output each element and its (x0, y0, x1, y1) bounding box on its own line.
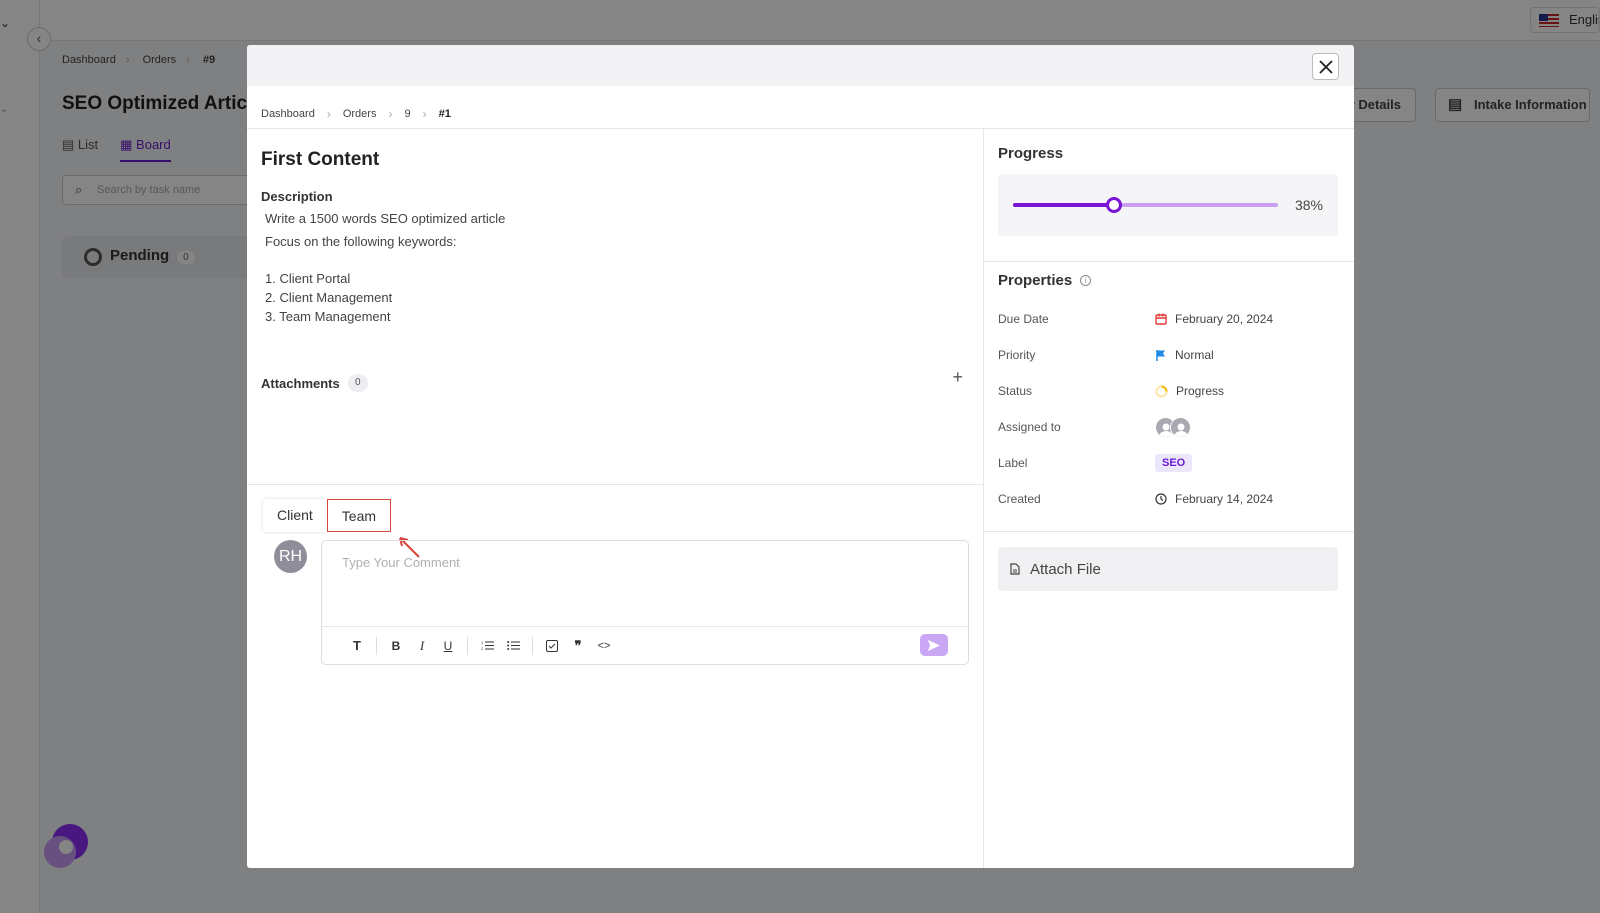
collapse-sidebar-button[interactable]: ‹ (27, 27, 51, 51)
text-style-icon[interactable]: T (353, 638, 361, 653)
progress-panel: 38% (998, 174, 1338, 236)
property-assigned: Assigned to (998, 416, 1328, 438)
code-icon[interactable]: <> (597, 639, 611, 652)
progress-slider[interactable] (1013, 197, 1278, 213)
board-view-tab[interactable]: ▦ Board (120, 137, 171, 162)
crumb-task: #1 (438, 108, 451, 120)
property-label: Label SEO (998, 453, 1328, 473)
divider (984, 531, 1354, 532)
modal-header (247, 45, 1354, 86)
file-icon (1010, 563, 1020, 575)
chevron-down-icon[interactable]: ⌄ (0, 16, 11, 30)
crumb-order[interactable]: 9 (404, 108, 411, 120)
bullet-list-icon[interactable] (500, 633, 526, 659)
pending-status-icon (84, 248, 102, 266)
clock-icon (1155, 493, 1167, 505)
pending-column-header: Pending 0 (62, 236, 262, 278)
attachments-header: Attachments 0 (261, 374, 368, 392)
property-created: Created February 14, 2024 (998, 489, 1328, 509)
comment-tabs: Client Team (263, 499, 392, 532)
property-status: Status Progress (998, 381, 1328, 401)
info-icon[interactable]: i (1080, 275, 1092, 286)
task-modal: Dashboard › Orders › 9 › #1 First Content D… (247, 45, 1354, 868)
progress-percent: 38% (1294, 197, 1323, 213)
attachments-count: 0 (347, 374, 368, 392)
keyword-item: 2. Client Management (265, 290, 393, 305)
property-due-date: Due Date February 20, 2024 (998, 309, 1328, 329)
checkbox-icon[interactable] (539, 633, 565, 659)
language-label: Englis (1569, 12, 1599, 27)
svg-text:1: 1 (481, 640, 484, 645)
progress-title: Progress (998, 145, 1064, 162)
divider (984, 261, 1354, 262)
intake-information-button[interactable]: Intake Information (1435, 88, 1590, 122)
add-attachment-button[interactable]: + (952, 367, 963, 387)
calendar-icon (1155, 313, 1167, 325)
property-priority: Priority Normal (998, 345, 1328, 365)
progress-icon (1155, 385, 1168, 397)
user-avatar-icon (1170, 416, 1191, 438)
tab-team[interactable]: Team (326, 499, 392, 532)
breadcrumb-order: #9 (202, 54, 216, 66)
underline-icon[interactable]: U (443, 638, 453, 653)
brand-logo-icon (44, 824, 88, 868)
top-bar (40, 0, 1600, 41)
keyword-item: 3. Team Management (265, 309, 391, 324)
description-text: Write a 1500 words SEO optimized article… (265, 211, 506, 324)
us-flag-icon (1539, 14, 1559, 27)
breadcrumb-dashboard[interactable]: Dashboard (62, 54, 116, 66)
language-selector[interactable]: Englis (1530, 7, 1600, 33)
task-title: First Content (261, 149, 380, 170)
divider (247, 484, 983, 485)
breadcrumb-orders[interactable]: Orders (142, 54, 177, 66)
breadcrumb: Dashboard › Orders › #9 (62, 54, 216, 66)
avatar: RH (274, 540, 307, 573)
attach-file-button[interactable]: Attach File (998, 547, 1338, 591)
label-badge: SEO (1155, 454, 1193, 472)
progress-fill (1013, 203, 1114, 207)
crumb-orders[interactable]: Orders (342, 108, 377, 120)
assignees[interactable] (1155, 416, 1191, 438)
modal-breadcrumb: Dashboard › Orders › 9 › #1 (247, 86, 1354, 129)
close-button[interactable] (1312, 53, 1339, 80)
chevron-icon[interactable]: ⌄ (0, 104, 9, 115)
created-value: February 14, 2024 (1155, 489, 1273, 509)
view-switcher: ▤ List ▦ Board (62, 137, 171, 162)
pending-count: 0 (177, 251, 195, 264)
italic-icon[interactable]: I (419, 637, 425, 653)
description-label: Description (261, 189, 333, 204)
progress-slider-thumb[interactable] (1105, 197, 1122, 213)
tab-client[interactable]: Client (263, 499, 327, 532)
task-main-pane: First Content Description Write a 1500 w… (247, 129, 984, 868)
priority-value[interactable]: Normal (1155, 345, 1214, 365)
page-title: SEO Optimized Artic (62, 93, 248, 114)
list-view-tab[interactable]: ▤ List (62, 137, 99, 152)
crumb-dashboard[interactable]: Dashboard (261, 108, 315, 120)
status-value[interactable]: Progress (1155, 381, 1224, 401)
search-input[interactable]: Search by task name (62, 175, 262, 205)
task-side-pane: Progress 38% Properties i Due Date Febru… (984, 129, 1354, 868)
send-icon (928, 639, 940, 651)
comment-editor: T B I U 12 ❞ <> (321, 540, 969, 665)
keyword-item: 1. Client Portal (265, 271, 351, 286)
comment-input[interactable] (322, 541, 968, 626)
quote-icon[interactable]: ❞ (574, 637, 582, 653)
close-icon (1318, 59, 1333, 74)
properties-title: Properties i (998, 272, 1092, 289)
bold-icon[interactable]: B (391, 638, 401, 653)
send-button[interactable] (920, 634, 948, 656)
flag-icon (1156, 350, 1165, 361)
left-sidebar: ⌄ ⌄ (0, 0, 40, 913)
svg-text:2: 2 (481, 646, 484, 651)
due-date-value[interactable]: February 20, 2024 (1155, 309, 1273, 329)
